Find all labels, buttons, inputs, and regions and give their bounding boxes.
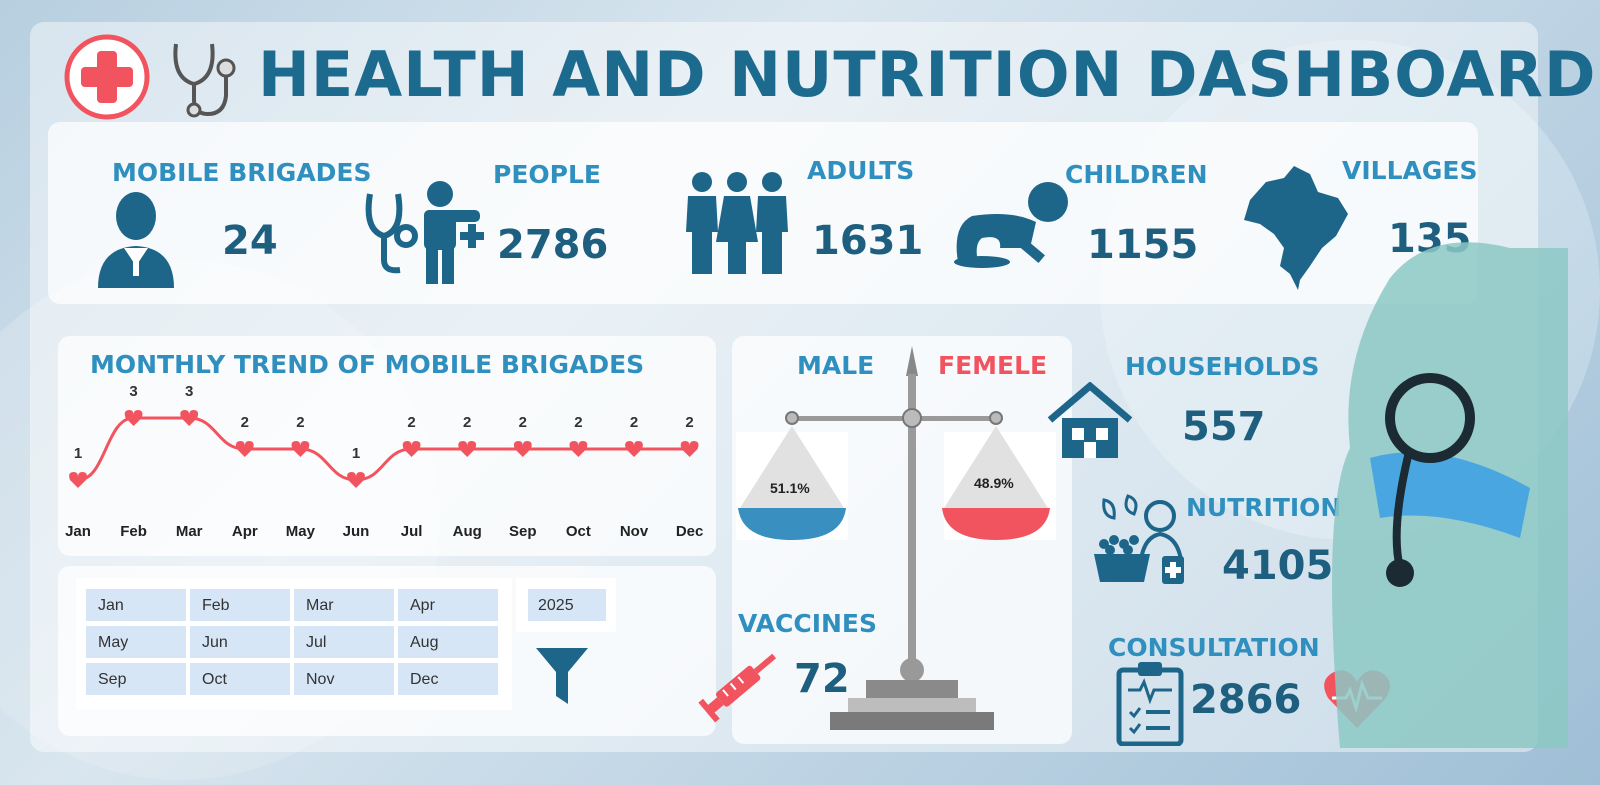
- data-point-marker: [69, 472, 87, 488]
- year-option[interactable]: 2025: [528, 589, 606, 621]
- x-tick-label: Dec: [676, 523, 704, 540]
- x-tick-label: Jul: [401, 523, 423, 540]
- x-tick-label: May: [286, 523, 316, 540]
- children-value: 1155: [1087, 222, 1199, 268]
- chart-title: MONTHLY TREND OF MOBILE BRIGADES: [90, 350, 645, 379]
- male-label: MALE: [797, 351, 875, 380]
- female-bowl: [942, 508, 1050, 540]
- adults-label: ADULTS: [807, 156, 915, 185]
- x-tick-label: Apr: [232, 523, 258, 540]
- month-option[interactable]: Feb: [190, 589, 290, 621]
- female-label: FEMELE: [938, 351, 1048, 380]
- vaccines-value: 72: [794, 656, 850, 702]
- month-option[interactable]: Jan: [86, 589, 186, 621]
- data-label: 2: [463, 414, 471, 431]
- data-point-marker: [347, 472, 365, 488]
- plus-cross-icon: [64, 34, 150, 124]
- data-point-marker: [458, 441, 477, 457]
- data-point-marker: [180, 410, 199, 426]
- page-title: HEALTH AND NUTRITION DASHBOARD: [258, 38, 1597, 111]
- x-tick-label: Sep: [509, 523, 537, 540]
- female-percentage: 48.9%: [974, 475, 1014, 491]
- clipboard-icon: [1116, 660, 1186, 750]
- x-tick-label: Mar: [176, 523, 203, 540]
- data-point-marker: [402, 441, 421, 457]
- nutrition-label: NUTRITION: [1186, 493, 1342, 522]
- group-icon: [680, 170, 794, 278]
- data-label: 2: [296, 414, 304, 431]
- data-label: 2: [630, 414, 638, 431]
- month-option[interactable]: Oct: [190, 663, 290, 695]
- villages-label: VILLAGES: [1342, 156, 1478, 185]
- male-bowl: [738, 508, 846, 540]
- male-percentage: 51.1%: [770, 480, 810, 496]
- trend-line-chart: 1 Jan 3 Feb 3 Mar 2 Apr 2 May 1 Jun 2 Jul 2 Aug 2 Sep 2 Oct…: [65, 383, 704, 540]
- mobile-brigades-label: MOBILE BRIGADES: [112, 158, 372, 187]
- households-value: 557: [1182, 404, 1266, 450]
- data-label: 1: [74, 445, 82, 462]
- data-label: 2: [241, 414, 249, 431]
- data-label: 1: [352, 445, 360, 462]
- filter-icon[interactable]: [534, 646, 590, 710]
- households-label: HOUSEHOLDS: [1125, 352, 1320, 381]
- trend-chart-panel: [58, 336, 716, 556]
- nutrition-value: 4105: [1222, 543, 1334, 589]
- x-tick-label: Jun: [343, 523, 370, 540]
- x-tick-label: Oct: [566, 523, 591, 540]
- data-point-marker: [235, 441, 254, 457]
- children-label: CHILDREN: [1065, 160, 1208, 189]
- month-option[interactable]: Aug: [398, 626, 498, 658]
- x-tick-label: Jan: [65, 523, 91, 540]
- people-value: 2786: [497, 222, 609, 268]
- month-option[interactable]: Dec: [398, 663, 498, 695]
- x-tick-label: Nov: [620, 523, 649, 540]
- person-stethoscope-icon: [360, 180, 490, 290]
- mobile-brigades-value: 24: [222, 218, 278, 264]
- consultation-value: 2866: [1190, 677, 1302, 723]
- x-tick-label: Feb: [120, 523, 147, 540]
- data-point-marker: [513, 441, 532, 457]
- nutrition-basket-icon: [1090, 494, 1194, 594]
- data-label: 2: [574, 414, 582, 431]
- data-point-marker: [625, 441, 643, 457]
- adults-value: 1631: [812, 218, 924, 264]
- nurse-figure: [1320, 208, 1568, 752]
- scale-icon: [736, 346, 1056, 730]
- data-label: 2: [685, 414, 693, 431]
- x-tick-label: Aug: [453, 523, 482, 540]
- month-option[interactable]: Nov: [294, 663, 394, 695]
- data-point-marker: [569, 441, 588, 457]
- trend-series-line: [77, 416, 690, 482]
- data-label: 2: [519, 414, 527, 431]
- people-label: PEOPLE: [493, 160, 601, 189]
- brazil-map-icon: [1240, 162, 1350, 296]
- stethoscope-icon: [164, 38, 244, 124]
- data-point-marker: [291, 441, 310, 457]
- month-option[interactable]: Jul: [294, 626, 394, 658]
- month-option[interactable]: May: [86, 626, 186, 658]
- data-label: 3: [185, 383, 193, 400]
- vaccines-label: VACCINES: [738, 609, 878, 638]
- month-option[interactable]: Sep: [86, 663, 186, 695]
- data-label: 3: [129, 383, 137, 400]
- doctor-icon: [96, 184, 176, 292]
- month-option[interactable]: Jun: [190, 626, 290, 658]
- data-point-marker: [680, 441, 699, 457]
- month-option[interactable]: Mar: [294, 589, 394, 621]
- crawling-baby-icon: [952, 182, 1072, 272]
- data-point-marker: [124, 410, 143, 426]
- house-icon: [1046, 381, 1134, 464]
- data-label: 2: [407, 414, 415, 431]
- syringe-icon: [694, 640, 790, 730]
- month-option[interactable]: Apr: [398, 589, 498, 621]
- consultation-label: CONSULTATION: [1108, 633, 1320, 662]
